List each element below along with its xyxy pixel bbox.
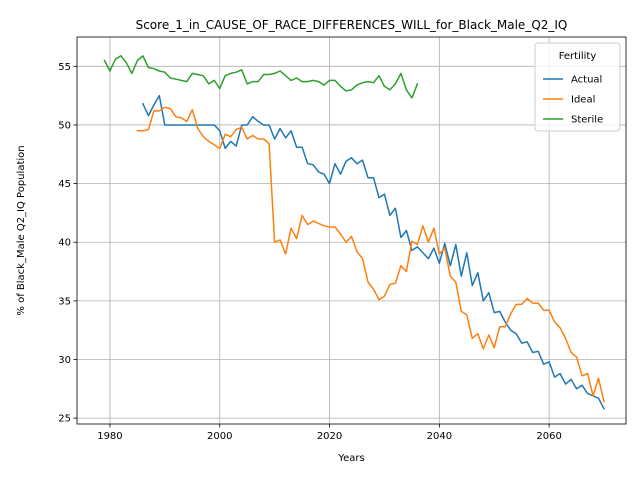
y-tick-label: 35 bbox=[58, 296, 71, 307]
x-tick-label: 2040 bbox=[427, 431, 452, 442]
series-lines bbox=[103, 55, 606, 410]
x-axis-label: Years bbox=[337, 453, 364, 464]
x-tick-label: 2000 bbox=[207, 431, 232, 442]
plot-frame bbox=[76, 36, 627, 425]
legend: Fertility Actual Ideal Sterile bbox=[534, 42, 621, 132]
chart-title: Score_1_in_CAUSE_OF_RACE_DIFFERENCES_WIL… bbox=[136, 18, 568, 32]
legend-label-sterile: Sterile bbox=[571, 115, 603, 126]
series-line-actual bbox=[141, 94, 606, 410]
series-line-ideal bbox=[136, 106, 605, 403]
legend-label-actual: Actual bbox=[571, 75, 602, 86]
y-tick-label: 50 bbox=[58, 120, 71, 131]
y-tick-label: 30 bbox=[58, 355, 71, 366]
axis-ticks: 1980 2000 2020 2040 2060 25 30 35 40 45 50 55 bbox=[58, 62, 562, 442]
y-tick-label: 40 bbox=[58, 238, 71, 249]
legend-label-ideal: Ideal bbox=[571, 95, 595, 106]
legend-items: Actual Ideal Sterile bbox=[543, 75, 603, 126]
y-axis-label: % of Black_Male Q2_IQ Population bbox=[16, 145, 27, 315]
legend-title: Fertility bbox=[559, 51, 597, 62]
y-tick-label: 55 bbox=[58, 62, 71, 73]
x-tick-label: 1980 bbox=[97, 431, 122, 442]
series-line-sterile bbox=[103, 55, 419, 99]
x-tick-label: 2020 bbox=[317, 431, 342, 442]
y-tick-label: 45 bbox=[58, 179, 71, 190]
y-tick-label: 25 bbox=[58, 414, 71, 425]
x-tick-label: 2060 bbox=[536, 431, 561, 442]
legend-box bbox=[534, 42, 621, 132]
